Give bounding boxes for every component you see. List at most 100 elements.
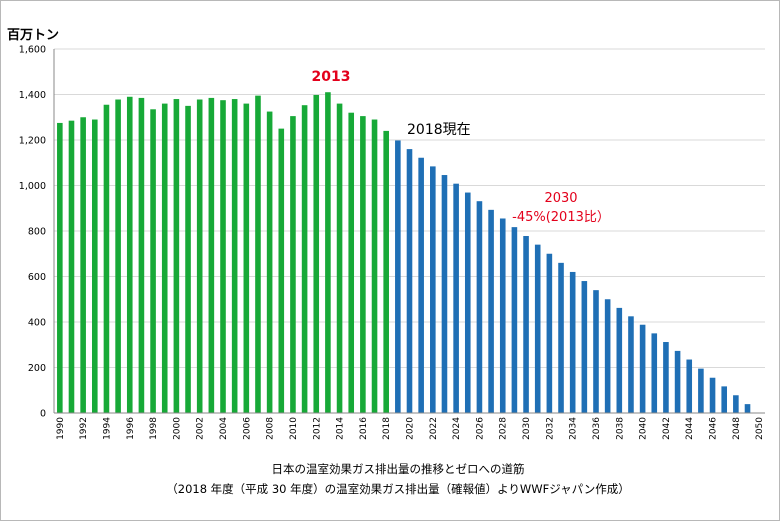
x-tick-label: 2028	[499, 417, 509, 440]
y-tick-label: 1,000	[19, 181, 46, 192]
x-axis-tick-labels: 1990 1992 1994 1996 1998 2000 2002 2004 2006 2008…	[56, 417, 765, 440]
bar-projected	[628, 316, 634, 413]
bar-projected	[534, 244, 541, 413]
bar-projected	[698, 368, 704, 413]
bar-actual	[243, 103, 250, 413]
x-tick-label: 2040	[639, 417, 649, 440]
bar-projected	[395, 140, 401, 413]
x-tick-label: 2026	[475, 417, 485, 440]
bar-projected	[686, 359, 693, 413]
bar-actual	[185, 105, 191, 413]
bar-projected	[558, 262, 564, 413]
bar-projected	[593, 290, 599, 413]
x-tick-label: 2020	[406, 417, 416, 440]
x-tick-label: 2006	[242, 417, 252, 440]
bar-projected	[418, 157, 424, 413]
x-tick-label: 1992	[79, 417, 89, 440]
bar-projected	[616, 307, 623, 413]
caption-source: （2018 年度（平成 30 年度）の温室効果ガス排出量（確報値）よりWWFジャ…	[166, 482, 630, 496]
bar-projected	[430, 166, 436, 413]
bar-projected	[511, 227, 518, 413]
bar-actual	[313, 94, 320, 413]
x-tick-label: 2022	[429, 417, 439, 440]
x-tick-label: 2024	[452, 417, 462, 440]
y-axis-tick-labels: 0 200 400 600 800 1,000 1,200 1,400 1,600	[19, 45, 46, 420]
y-tick-label: 200	[28, 363, 46, 374]
bar-projected	[733, 395, 739, 413]
bar-projected	[546, 253, 553, 413]
bar-actual	[278, 128, 285, 413]
bar-actual	[57, 122, 63, 413]
bar-projected	[581, 281, 588, 413]
bar-projected	[639, 324, 646, 413]
bar-actual	[325, 92, 331, 413]
bar-actual	[336, 103, 343, 413]
x-tick-label: 1994	[102, 417, 112, 440]
y-tick-label: 400	[28, 318, 46, 329]
x-tick-label: 2008	[266, 417, 276, 440]
bar-actual	[208, 97, 215, 413]
y-tick-label: 1,600	[19, 45, 46, 56]
x-tick-label: 2032	[545, 417, 555, 440]
annotation-target-year: 2030	[544, 191, 577, 206]
x-tick-label: 2042	[662, 417, 672, 440]
x-tick-label: 2036	[592, 417, 602, 440]
y-tick-label: 1,200	[19, 136, 46, 147]
bar-actual	[138, 97, 145, 413]
x-tick-label: 2000	[172, 417, 182, 440]
annotation-current-year: 2018現在	[407, 122, 471, 138]
y-tick-label: 1,400	[19, 90, 46, 101]
x-tick-label: 2016	[359, 417, 369, 440]
x-tick-label: 2002	[196, 417, 206, 440]
bar-actual	[266, 111, 273, 413]
bar-projected	[406, 149, 413, 413]
bar-actual	[68, 120, 75, 413]
bar-actual	[290, 116, 296, 414]
bar-projected	[744, 404, 751, 413]
x-tick-label: 2012	[312, 417, 322, 440]
bar-actual	[360, 116, 366, 414]
bar-projected	[604, 299, 611, 413]
x-tick-label: 2044	[685, 417, 695, 440]
y-tick-label: 0	[40, 409, 46, 420]
bar-actual	[383, 130, 389, 413]
bar-actual	[161, 103, 168, 413]
annotation-target-reduction: -45%(2013比）	[512, 210, 610, 225]
bar-projected	[523, 236, 529, 413]
bar-projected	[453, 183, 459, 413]
x-tick-label: 2046	[709, 417, 719, 440]
bar-actual	[196, 99, 203, 413]
x-tick-label: 2050	[755, 417, 765, 440]
x-tick-label: 1996	[126, 417, 136, 440]
bar-projected	[721, 386, 728, 413]
bar-projected	[663, 342, 669, 413]
bar-series	[57, 92, 751, 414]
y-tick-label: 800	[28, 227, 46, 238]
bar-actual	[91, 119, 98, 414]
bar-actual	[115, 99, 121, 413]
bar-projected	[488, 209, 494, 413]
x-tick-label: 2038	[615, 417, 625, 440]
bar-projected	[674, 350, 681, 413]
x-tick-label: 2010	[289, 417, 299, 440]
bar-actual	[173, 99, 180, 414]
bar-actual	[80, 117, 86, 413]
bar-projected	[569, 271, 576, 413]
y-axis-unit-label: 百万トン	[7, 28, 59, 43]
bar-actual	[255, 95, 261, 413]
bar-actual	[150, 109, 156, 413]
x-tick-label: 2004	[219, 417, 229, 440]
bar-projected	[499, 218, 506, 413]
caption-title: 日本の温室効果ガス排出量の推移とゼロへの道筋	[272, 462, 525, 476]
bar-projected	[709, 377, 716, 413]
bar-projected	[441, 175, 448, 413]
annotation-peak-year: 2013	[312, 69, 351, 85]
bar-actual	[231, 99, 238, 414]
bar-actual	[301, 105, 308, 413]
bar-actual	[126, 96, 133, 414]
bar-projected	[464, 192, 471, 413]
x-tick-label: 2030	[522, 417, 532, 440]
x-tick-label: 2018	[382, 417, 392, 440]
